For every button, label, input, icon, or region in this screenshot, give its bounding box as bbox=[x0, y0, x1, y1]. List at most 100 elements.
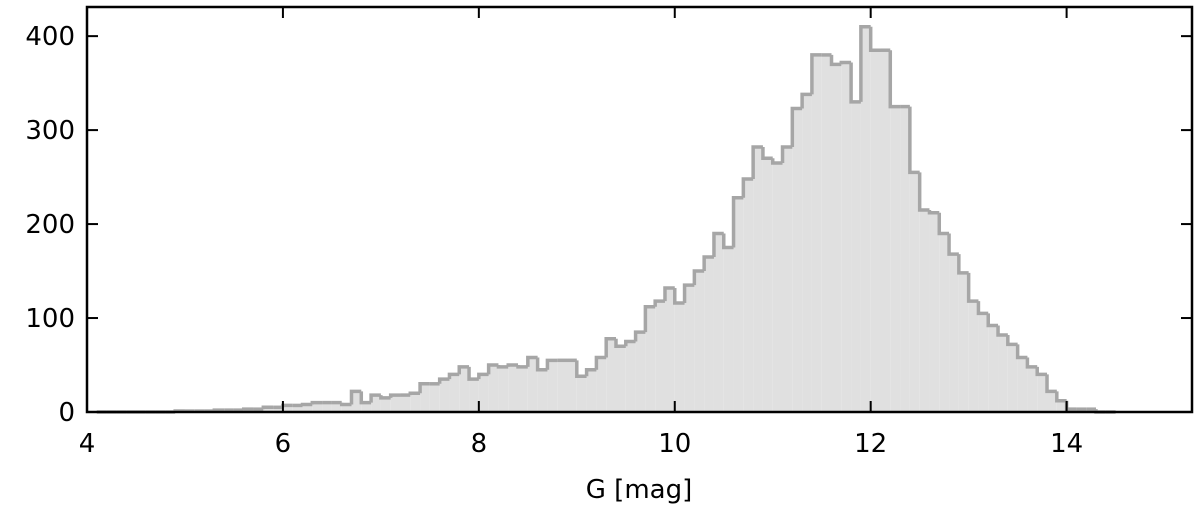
bar bbox=[694, 271, 705, 412]
x-tick-label: 6 bbox=[275, 429, 292, 459]
bar bbox=[988, 325, 999, 412]
bar-edge bbox=[1045, 374, 1057, 394]
bar bbox=[958, 272, 969, 412]
x-tick-label: 8 bbox=[471, 429, 488, 459]
bar-edge bbox=[829, 54, 842, 67]
bar-edge bbox=[917, 172, 930, 212]
bar-edge bbox=[839, 60, 852, 65]
bar-edge bbox=[937, 212, 950, 236]
bar bbox=[282, 405, 293, 412]
bar bbox=[527, 357, 538, 412]
bar-edge bbox=[996, 325, 1008, 337]
bar-edge bbox=[761, 147, 773, 161]
bar-edge bbox=[467, 366, 479, 381]
bar bbox=[762, 158, 773, 412]
bar bbox=[380, 397, 391, 412]
bar bbox=[537, 369, 548, 412]
bar-edge bbox=[741, 177, 754, 198]
y-tick-label: 100 bbox=[25, 304, 75, 334]
y-tick-label: 0 bbox=[58, 398, 75, 428]
bar bbox=[655, 301, 665, 412]
bar bbox=[723, 247, 734, 412]
bar-edge bbox=[506, 363, 519, 367]
bar bbox=[782, 147, 793, 412]
bar-edge bbox=[810, 53, 822, 95]
bar bbox=[860, 26, 871, 412]
plot-frame bbox=[85, 5, 1194, 414]
bar bbox=[615, 346, 626, 412]
bar bbox=[498, 366, 509, 412]
bar bbox=[331, 402, 342, 412]
bar-edge bbox=[957, 254, 969, 275]
bar bbox=[596, 357, 607, 412]
bar bbox=[488, 365, 499, 412]
bar-edge bbox=[1064, 400, 1077, 411]
bar-edge bbox=[702, 255, 714, 272]
bar bbox=[263, 407, 274, 412]
bar-edge bbox=[859, 24, 871, 102]
bar-edge bbox=[633, 330, 646, 342]
bar-edge bbox=[653, 299, 665, 307]
bar-edge bbox=[594, 355, 607, 370]
bar bbox=[302, 404, 313, 412]
bar bbox=[968, 301, 979, 412]
bar bbox=[390, 395, 401, 412]
bar-edge bbox=[790, 106, 803, 148]
bar-edge bbox=[535, 357, 548, 372]
bar-edge bbox=[1006, 334, 1018, 347]
bar bbox=[410, 393, 421, 412]
bar-edge bbox=[614, 338, 626, 348]
bar-edge bbox=[624, 339, 636, 347]
y-tick-label: 400 bbox=[25, 22, 75, 52]
bar-edge bbox=[721, 233, 734, 250]
bar bbox=[831, 64, 842, 412]
bar bbox=[341, 404, 352, 412]
bar-edge bbox=[800, 92, 812, 109]
bar bbox=[351, 391, 362, 412]
bar bbox=[361, 402, 372, 412]
bar bbox=[429, 383, 440, 412]
bar-edge bbox=[349, 389, 362, 405]
bar bbox=[743, 178, 754, 412]
bar-edge bbox=[663, 286, 675, 302]
bar-edge bbox=[575, 360, 587, 379]
bar bbox=[704, 256, 714, 412]
x-tick-label: 14 bbox=[1050, 429, 1083, 459]
bar-edge bbox=[388, 393, 401, 398]
bar-edge bbox=[447, 372, 460, 380]
bar bbox=[547, 360, 558, 412]
bar-edge bbox=[1025, 357, 1038, 369]
bar bbox=[645, 306, 656, 412]
bar-edge bbox=[780, 145, 793, 163]
bar bbox=[371, 395, 381, 412]
bar bbox=[851, 101, 861, 412]
bar bbox=[625, 341, 636, 412]
bar bbox=[919, 209, 930, 412]
bar-edge bbox=[359, 391, 372, 405]
bar bbox=[880, 50, 891, 412]
bar-edge bbox=[1015, 344, 1028, 360]
bar-edge bbox=[486, 363, 499, 375]
bar bbox=[821, 54, 832, 413]
bar bbox=[439, 379, 450, 412]
y-tick-label: 300 bbox=[25, 116, 75, 146]
bar-edge bbox=[261, 405, 274, 410]
bar bbox=[890, 106, 901, 413]
bar-edge bbox=[496, 365, 509, 369]
bar bbox=[772, 162, 783, 412]
bar-edge bbox=[526, 355, 538, 367]
bar-edge bbox=[868, 26, 881, 52]
bar-edge bbox=[604, 336, 616, 358]
bar-edge bbox=[379, 395, 391, 400]
bar-edge bbox=[692, 269, 705, 286]
bar-edge bbox=[849, 62, 861, 104]
bar-edge bbox=[241, 407, 254, 411]
bar-edge bbox=[1055, 391, 1067, 403]
x-axis-label: G [mag] bbox=[586, 475, 692, 505]
bar-edge bbox=[212, 408, 225, 412]
bar-edge bbox=[369, 393, 381, 403]
bar-edge bbox=[712, 231, 724, 257]
bar-edge bbox=[418, 382, 430, 394]
bar-edge bbox=[643, 305, 656, 333]
bar-edge bbox=[300, 402, 313, 407]
